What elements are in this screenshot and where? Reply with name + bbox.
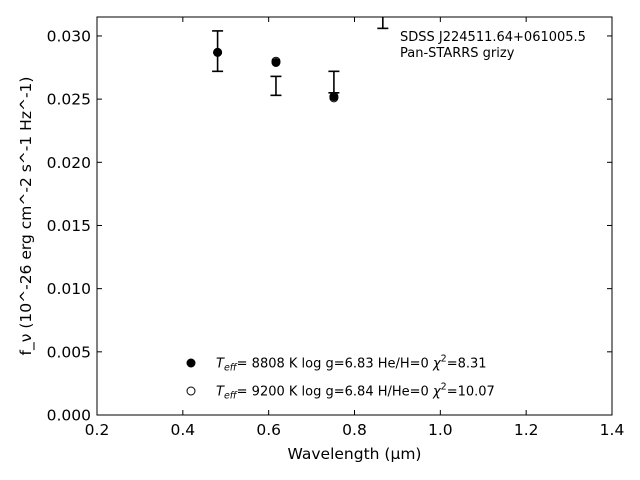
y-tick-label: 0.025 <box>47 91 91 109</box>
x-tick-label: 1.0 <box>428 421 453 439</box>
y-tick-label: 0.030 <box>47 27 91 45</box>
x-tick-label: 0.6 <box>256 421 281 439</box>
legend-marker-open-circle <box>186 386 196 396</box>
y-tick-label: 0.020 <box>47 154 91 172</box>
y-tick-label: 0.000 <box>47 407 91 425</box>
x-tick-label: 0.8 <box>342 421 367 439</box>
legend-entry-open: Teff= 9200 K log g=6.84 H/He=0 χ2=10.07 <box>216 382 495 402</box>
object-name-annotation: SDSS J224511.64+061005.5 <box>400 30 586 45</box>
y-tick-label: 0.010 <box>47 280 91 298</box>
y-axis-title: f_ν (10^-26 erg cm^-2 s^-1 Hz^-1) <box>17 77 36 356</box>
legend: Teff= 8808 K log g=6.83 He/H=0 χ2=8.31 T… <box>186 354 495 402</box>
survey-annotation: Pan-STARRS grizy <box>400 46 515 61</box>
x-axis-title: Wavelength (μm) <box>288 445 422 463</box>
x-tick-label: 0.4 <box>171 421 196 439</box>
legend-entry-filled: Teff= 8808 K log g=6.83 He/H=0 χ2=8.31 <box>216 354 487 374</box>
x-tick-label: 1.4 <box>600 421 625 439</box>
legend-marker-filled-circle <box>186 358 196 368</box>
model-point-filled-circle <box>329 92 339 102</box>
y-tick-label: 0.005 <box>47 343 91 361</box>
model-point-filled-circle <box>213 47 223 57</box>
model-point-filled-circle <box>271 57 281 67</box>
y-tick-label: 0.015 <box>47 217 91 235</box>
data-layer <box>212 17 389 103</box>
x-tick-label: 0.2 <box>85 421 110 439</box>
x-tick-label: 1.2 <box>514 421 539 439</box>
